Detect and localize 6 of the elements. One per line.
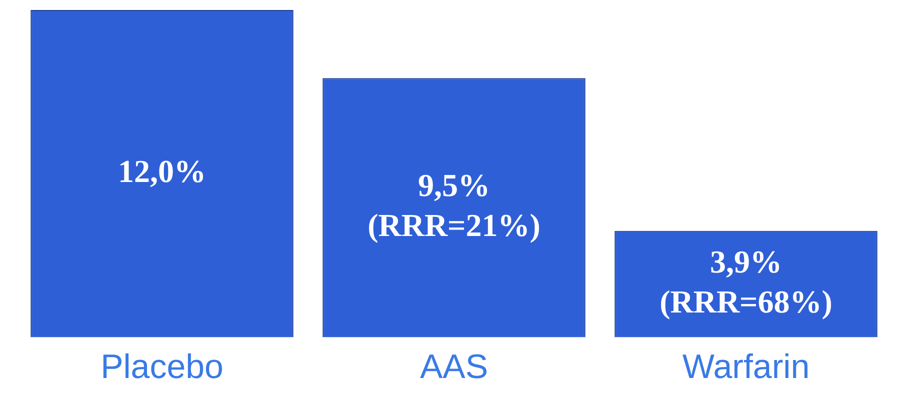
data-label: 3,9% (RRR=68%) — [660, 243, 832, 320]
x-tick-label: Warfarin — [682, 348, 810, 386]
x-tick-label: Placebo — [100, 348, 224, 386]
data-label: 9,5% (RRR=21%) — [368, 166, 540, 243]
x-tick-label: AAS — [420, 348, 488, 386]
data-label: 12,0% — [118, 152, 206, 189]
